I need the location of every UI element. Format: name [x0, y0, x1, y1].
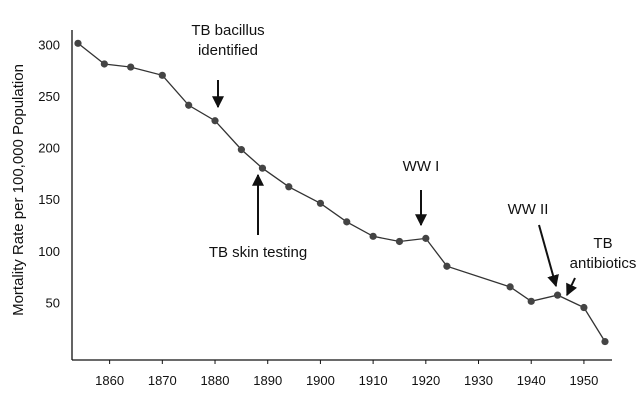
data-point: [343, 218, 351, 226]
data-point: [369, 232, 377, 240]
series-line: [77, 42, 606, 342]
data-point: [100, 60, 108, 68]
annotation-label: WW II: [508, 201, 549, 218]
data-point: [580, 303, 588, 312]
y-axis-label: Mortality Rate per 100,000 Population: [10, 64, 27, 316]
data-point: [285, 183, 293, 191]
annotation-arrow: [538, 224, 559, 288]
x-tick-label: 1900: [306, 373, 335, 388]
x-tick-label: 1870: [148, 373, 177, 388]
data-point: [553, 291, 562, 299]
data-point: [211, 117, 219, 125]
data-point: [74, 39, 82, 47]
x-tick-label: 1890: [253, 373, 282, 388]
y-tick-label: 150: [38, 192, 60, 207]
data-point: [506, 283, 514, 291]
annotations: TB bacillus identified TB skin testing WW I…: [191, 22, 637, 297]
annotation-arrow: [566, 277, 578, 297]
data-point: [258, 164, 267, 172]
data-point: [316, 199, 325, 207]
axes: [71, 30, 612, 361]
y-tick-label: 300: [38, 37, 60, 52]
y-tick-label: 100: [38, 244, 60, 259]
data-point: [158, 71, 166, 79]
data-point: [601, 337, 609, 346]
x-tick-label: 1910: [359, 373, 388, 388]
annotation-label: TB: [593, 235, 612, 252]
x-tick-label: 1920: [411, 373, 440, 388]
y-tick-label: 50: [46, 295, 60, 310]
y-tick-label: 250: [38, 89, 60, 104]
x-tick-label: 1860: [95, 373, 124, 388]
x-tick-label: 1880: [201, 373, 230, 388]
annotation-label: TB skin testing: [209, 244, 307, 261]
data-point: [527, 297, 535, 305]
data-point: [422, 234, 430, 242]
data-point: [443, 262, 451, 270]
y-tick-label: 200: [38, 141, 60, 156]
tick-labels: 1860 1870 1880 1890 1900 1910 1920 1930 1940 1950…: [38, 37, 598, 388]
data-line: [77, 42, 606, 342]
data-point: [395, 237, 404, 246]
annotation-label: identified: [198, 42, 258, 59]
x-tick-label: 1940: [517, 373, 546, 388]
data-points: [74, 39, 609, 346]
data-point: [127, 63, 135, 71]
data-point: [237, 146, 245, 154]
x-tick-label: 1950: [569, 373, 598, 388]
data-point: [185, 101, 193, 109]
x-tick-label: 1930: [464, 373, 493, 388]
annotation-label: antibiotics: [570, 255, 637, 272]
annotation-label: TB bacillus: [191, 22, 264, 39]
annotation-label: WW I: [403, 158, 440, 175]
